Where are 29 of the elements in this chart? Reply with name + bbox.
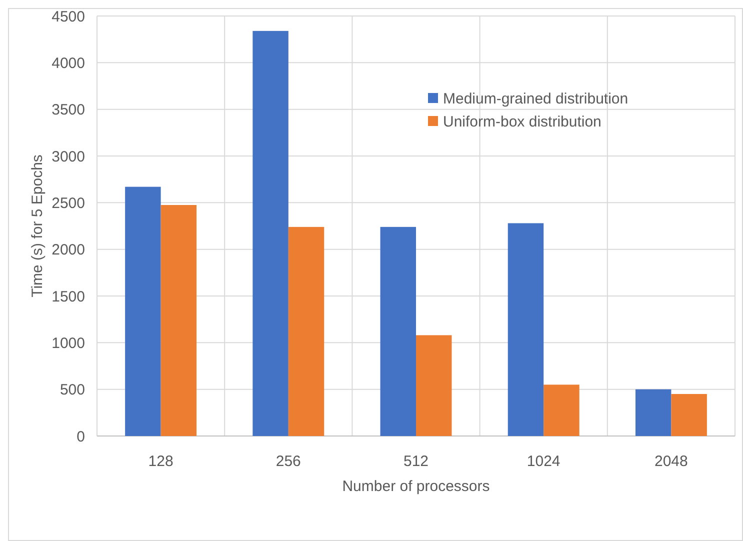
bar	[671, 394, 707, 436]
y-tick-label: 3500	[52, 102, 85, 119]
bar	[252, 30, 288, 436]
y-tick-label: 1000	[52, 334, 85, 352]
y-tick-label: 4500	[52, 8, 85, 26]
y-tick-label: 4000	[52, 54, 85, 72]
legend-label: Medium-grained distribution	[443, 90, 628, 108]
bar	[416, 335, 452, 436]
bar	[380, 226, 416, 436]
bar	[125, 186, 161, 436]
x-tick-label: 1024	[526, 453, 560, 470]
y-tick-label: 2000	[52, 242, 85, 259]
x-tick-label: 512	[403, 453, 429, 470]
y-axis-title: Time (s) for 5 Epochs	[29, 154, 46, 298]
bar	[160, 205, 197, 436]
y-tick-label: 1500	[52, 288, 85, 306]
bar	[508, 223, 544, 436]
legend-label: Uniform-box distribution	[443, 113, 602, 130]
y-tick-label: 500	[60, 382, 85, 399]
x-tick-label: 2048	[654, 453, 688, 470]
y-tick-label: 0	[76, 428, 85, 446]
x-tick-label: 256	[276, 453, 301, 470]
x-tick-label: 128	[148, 453, 174, 470]
y-tick-label: 3000	[52, 148, 85, 166]
bar	[544, 384, 580, 436]
x-axis-title: Number of processors	[342, 478, 490, 495]
bar	[288, 226, 324, 436]
bar	[635, 389, 672, 436]
y-tick-label: 2500	[52, 194, 85, 212]
